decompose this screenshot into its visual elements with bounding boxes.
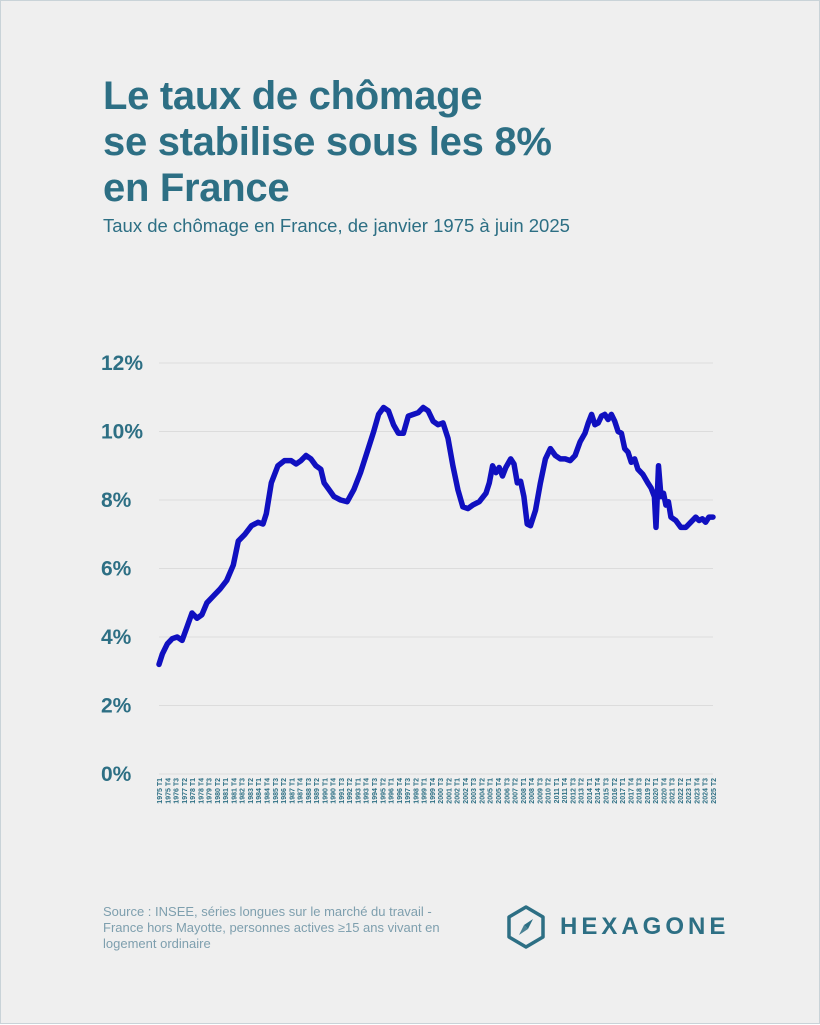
source-line: France hors Mayotte, personnes actives ≥…: [103, 920, 440, 935]
x-tick-label: 2010 T2: [546, 778, 553, 804]
source-line: Source : INSEE, séries longues sur le ma…: [103, 904, 432, 919]
x-tick-label: 2017 T1: [620, 778, 627, 804]
x-tick-label: 1978 T4: [198, 778, 205, 804]
title-line: se stabilise sous les 8%: [103, 120, 552, 164]
x-tick-label: 2012 T3: [570, 778, 577, 804]
source-line: logement ordinaire: [103, 936, 211, 951]
x-tick-label: 2023 T1: [686, 778, 693, 804]
x-tick-label: 1991 T3: [339, 778, 346, 804]
x-tick-label: 2013 T2: [579, 778, 586, 804]
x-tick-label: 2019 T2: [645, 778, 652, 804]
x-tick-label: 1988 T3: [306, 778, 313, 804]
x-tick-label: 1977 T2: [182, 778, 189, 804]
x-tick-label: 1982 T3: [240, 778, 247, 804]
source-note: Source : INSEE, séries longues sur le ma…: [103, 904, 483, 952]
x-tick-label: 2006 T3: [504, 778, 511, 804]
x-tick-label: 1976 T3: [174, 778, 181, 804]
x-tick-label: 2008 T4: [529, 778, 536, 804]
x-tick-label: 1987 T4: [298, 778, 305, 804]
brand-name: HEXAGONE: [560, 913, 730, 940]
x-tick-label: 2023 T4: [695, 778, 702, 804]
x-tick-label: 1998 T2: [413, 778, 420, 804]
x-tick-label: 2011 T1: [554, 778, 561, 803]
title-line: en France: [103, 166, 290, 210]
x-tick-label: 2008 T1: [521, 778, 528, 804]
x-tick-label: 2014 T4: [595, 778, 602, 804]
x-tick-label: 2021 T3: [670, 778, 677, 804]
x-tick-label: 2000 T3: [438, 778, 445, 804]
x-tick-label: 1975 T1: [157, 778, 164, 804]
x-tick-label: 1981 T4: [231, 778, 238, 804]
x-tick-label: 2004 T2: [480, 778, 487, 804]
x-tick-label: 2005 T1: [488, 778, 495, 804]
x-tick-label: 1999 T4: [430, 778, 437, 804]
x-tick-label: 2003 T3: [471, 778, 478, 804]
x-tick-label: 1975 T4: [165, 778, 172, 804]
y-tick-label: 2%: [101, 695, 132, 718]
y-tick-label: 0%: [101, 763, 132, 786]
x-tick-label: 1980 T2: [215, 778, 222, 804]
x-tick-label: 2007 T2: [513, 778, 520, 804]
y-tick-label: 6%: [101, 558, 132, 581]
x-tick-label: 1989 T2: [314, 778, 321, 804]
x-tick-label: 2020 T1: [653, 778, 660, 804]
x-tick-label: 2002 T4: [463, 778, 470, 804]
x-tick-label: 2022 T2: [678, 778, 685, 804]
x-tick-label: 2015 T3: [604, 778, 611, 804]
x-tick-label: 2009 T3: [537, 778, 544, 804]
unemployment-rate-line: [156, 404, 716, 668]
x-tick-label: 1978 T1: [190, 778, 197, 804]
y-tick-label: 12%: [101, 352, 143, 375]
x-tick-label: 2025 T2: [711, 778, 718, 804]
x-tick-label: 2016 T2: [612, 778, 619, 804]
x-tick-label: 2011 T4: [562, 778, 569, 803]
chart-subtitle: Taux de chômage en France, de janvier 19…: [103, 215, 570, 236]
x-tick-label: 1997 T3: [405, 778, 412, 804]
x-tick-label: 2002 T1: [455, 778, 462, 804]
y-tick-label: 4%: [101, 626, 132, 649]
y-tick-label: 10%: [101, 421, 143, 444]
x-tick-label: 1999 T1: [422, 778, 429, 804]
x-tick-label: 2020 T4: [661, 778, 668, 804]
x-tick-label: 2024 T3: [703, 778, 710, 804]
x-tick-label: 1983 T2: [248, 778, 255, 804]
x-tick-label: 1990 T1: [322, 778, 329, 804]
x-tick-label: 2014 T1: [587, 778, 594, 804]
x-tick-label: 1986 T2: [281, 778, 288, 804]
x-tick-label: 1984 T4: [265, 778, 272, 804]
page-title: Le taux de chômage se stabilise sous les…: [103, 73, 743, 211]
x-tick-label: 1992 T2: [347, 778, 354, 804]
x-tick-label: 1995 T2: [380, 778, 387, 804]
x-tick-label: 1996 T4: [397, 778, 404, 804]
y-tick-label: 8%: [101, 489, 132, 512]
hexagon-compass-icon: [507, 905, 545, 949]
x-tick-label: 2005 T4: [496, 778, 503, 804]
x-tick-label: 1981 T1: [223, 778, 230, 804]
x-tick-label: 1996 T1: [389, 778, 396, 804]
brand-logo: HEXAGONE: [506, 905, 729, 949]
x-tick-label: 1984 T1: [256, 778, 263, 804]
x-tick-label: 1993 T1: [355, 778, 362, 804]
x-tick-label: 2018 T3: [637, 778, 644, 804]
x-tick-label: 1979 T3: [207, 778, 214, 804]
x-tick-label: 1985 T3: [273, 778, 280, 804]
x-tick-label: 1990 T4: [331, 778, 338, 804]
x-tick-label: 1994 T3: [372, 778, 379, 804]
x-tick-label: 2001 T2: [446, 778, 453, 804]
title-line: Le taux de chômage: [103, 74, 483, 118]
x-tick-label: 2017 T4: [628, 778, 635, 804]
x-tick-label: 1993 T4: [364, 778, 371, 804]
x-tick-label: 1987 T1: [289, 778, 296, 804]
